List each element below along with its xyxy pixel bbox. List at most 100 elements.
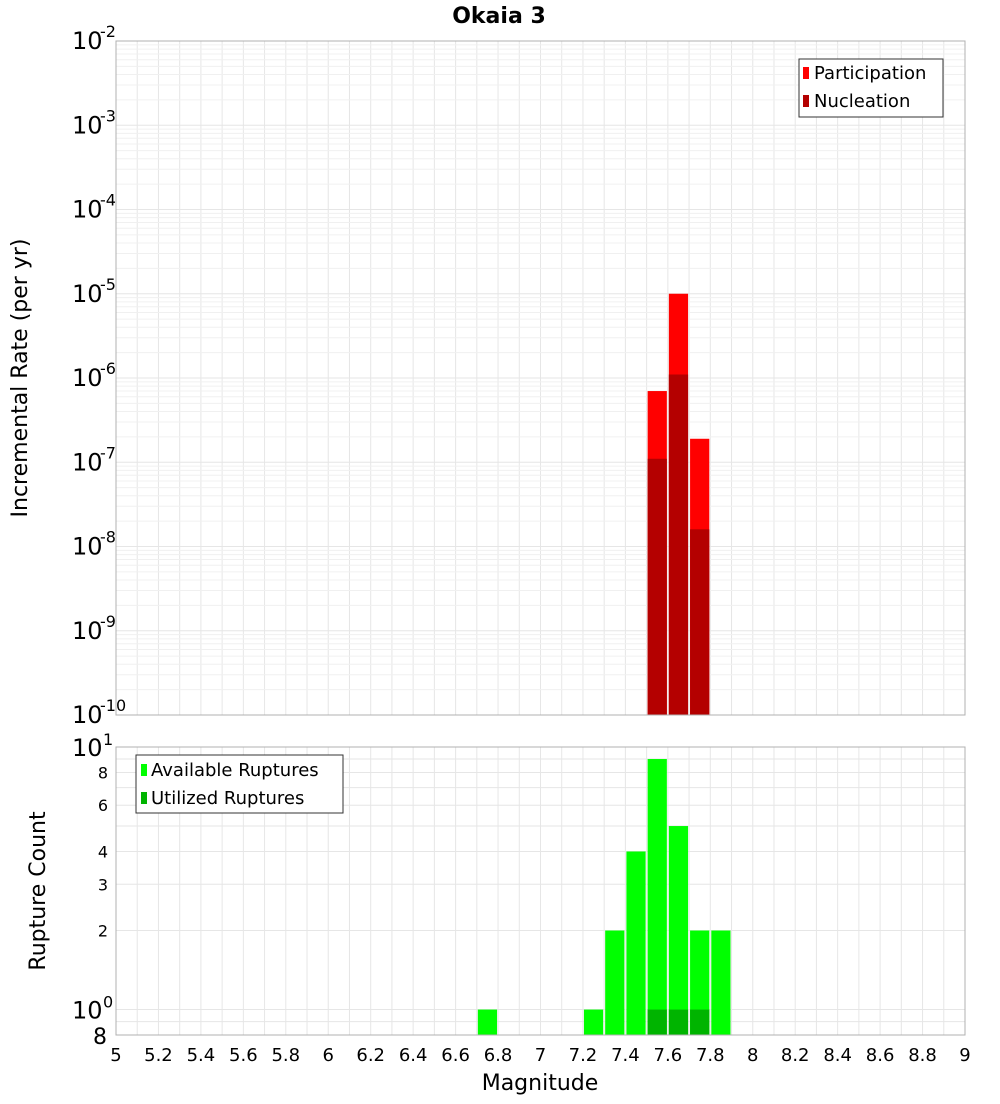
available-ruptures-bar — [477, 1009, 498, 1035]
nucleation-bar — [647, 458, 667, 715]
top-y-tick-base: 10 — [72, 27, 103, 55]
x-tick-label: 5 — [110, 1045, 121, 1066]
top-y-tick-exponent: -4 — [100, 191, 116, 210]
top-y-tick-exponent: -3 — [100, 106, 116, 125]
x-tick-label: 6.8 — [484, 1045, 513, 1066]
bottom-y-minor-tick: 3 — [98, 875, 108, 894]
nucleation-bar — [690, 529, 710, 715]
x-tick-label: 6.6 — [441, 1045, 470, 1066]
bottom-y-minor-tick: 2 — [98, 922, 108, 941]
utilized-ruptures-bar — [690, 1009, 710, 1035]
top-y-tick: 10-2 — [72, 22, 116, 55]
x-tick-label: 7.6 — [654, 1045, 683, 1066]
top-legend: Participation Nucleation — [798, 58, 944, 118]
bottom-y-minor-tick: 4 — [98, 842, 108, 861]
top-gridlines — [115, 41, 966, 716]
bottom-y-major-tick: 10 1 — [72, 730, 113, 762]
x-tick-label: 8.4 — [823, 1045, 852, 1066]
legend-label-available: Available Ruptures — [151, 760, 319, 781]
x-tick-label: 7.4 — [611, 1045, 640, 1066]
bottom-legend: Available Ruptures Utilized Ruptures — [135, 754, 344, 814]
bottom-plot-border — [115, 746, 966, 1036]
x-tick-label: 5.6 — [229, 1045, 258, 1066]
top-plot-border — [115, 40, 966, 716]
top-y-tick-base: 10 — [72, 448, 103, 476]
available-ruptures-bar — [605, 930, 625, 1035]
available-ruptures-bar — [626, 851, 646, 1035]
top-y-tick: 10-3 — [72, 106, 116, 139]
top-y-tick-exponent: -2 — [100, 22, 116, 41]
utilized-ruptures-bar — [668, 1009, 689, 1035]
top-y-tick: 10-8 — [72, 528, 116, 561]
x-tick-label: 8 — [747, 1045, 758, 1066]
x-axis-label: Magnitude — [482, 1071, 599, 1096]
bottom-y-tick-exponent: 1 — [103, 730, 113, 749]
x-tick-label: 6.2 — [356, 1045, 385, 1066]
top-y-tick-base: 10 — [72, 533, 103, 561]
utilized-ruptures-bar — [647, 1009, 667, 1035]
legend-swatch-participation — [803, 67, 809, 79]
bottom-y-axis-label: Rupture Count — [26, 811, 51, 971]
x-tick-label: 8.2 — [781, 1045, 810, 1066]
legend-swatch-nucleation — [803, 95, 809, 107]
bottom-y-minor-tick: 8 — [93, 1025, 107, 1050]
top-y-tick-base: 10 — [72, 280, 103, 308]
available-ruptures-bar — [583, 1009, 604, 1035]
top-y-tick-base: 10 — [72, 111, 103, 139]
top-y-tick: 10-7 — [72, 443, 116, 476]
top-y-tick-exponent: -6 — [100, 359, 116, 378]
x-tick-label: 7 — [535, 1045, 546, 1066]
bottom-y-tick-base: 10 — [72, 734, 103, 762]
top-y-tick: 10-5 — [72, 275, 116, 308]
x-tick-label: 6 — [323, 1045, 334, 1066]
top-y-tick: 10-10 — [72, 696, 126, 729]
legend-label-nucleation: Nucleation — [814, 91, 910, 112]
top-y-tick-exponent: -7 — [100, 443, 116, 462]
x-tick-labels: 5 5.2 5.4 5.6 5.8 6 6.2 6.4 6.6 6.8 7 7.2 7.4 7.6 7.8 8… — [110, 1045, 970, 1066]
bottom-legend-box — [135, 754, 344, 814]
bottom-bars — [477, 759, 731, 1035]
available-ruptures-bar — [647, 759, 667, 1035]
x-tick-label: 7.8 — [696, 1045, 725, 1066]
legend-swatch-utilized — [141, 792, 147, 804]
top-y-tick-base: 10 — [72, 364, 103, 392]
top-y-tick: 10-4 — [72, 191, 116, 224]
chart-title: Okaia 3 — [452, 4, 546, 29]
legend-swatch-available — [141, 764, 147, 776]
top-y-tick-base: 10 — [72, 196, 103, 224]
x-tick-label: 5.8 — [271, 1045, 300, 1066]
x-tick-label: 8.8 — [908, 1045, 937, 1066]
legend-label-utilized: Utilized Ruptures — [151, 788, 304, 809]
available-ruptures-bar — [690, 930, 710, 1035]
top-y-tick-base: 10 — [72, 617, 103, 645]
bottom-y-tick-exponent: 0 — [103, 993, 113, 1012]
top-y-tick: 10-6 — [72, 359, 116, 392]
bottom-y-minor-tick: 8 — [98, 763, 108, 782]
top-y-tick: 10-9 — [72, 612, 116, 645]
top-y-axis-label: Incremental Rate (per yr) — [8, 239, 33, 518]
x-tick-label: 5.4 — [187, 1045, 216, 1066]
top-y-tick-exponent: -5 — [100, 275, 116, 294]
available-ruptures-bar — [668, 826, 689, 1035]
top-y-tick-exponent: -9 — [100, 612, 116, 631]
x-tick-label: 6.4 — [399, 1045, 428, 1066]
bottom-y-major-tick: 10 0 — [72, 993, 113, 1025]
x-tick-label: 9 — [959, 1045, 970, 1066]
available-ruptures-bar — [711, 930, 731, 1035]
x-tick-label: 7.2 — [569, 1045, 598, 1066]
legend-label-participation: Participation — [814, 63, 926, 84]
top-y-tick-exponent: -10 — [100, 696, 126, 715]
top-bars — [647, 293, 710, 715]
bottom-y-tick-base: 10 — [72, 997, 103, 1025]
top-legend-box — [798, 58, 944, 118]
nucleation-bar — [668, 374, 689, 715]
top-y-tick-base: 10 — [72, 701, 103, 729]
bottom-y-minor-tick: 6 — [98, 796, 108, 815]
x-tick-label: 8.6 — [866, 1045, 895, 1066]
